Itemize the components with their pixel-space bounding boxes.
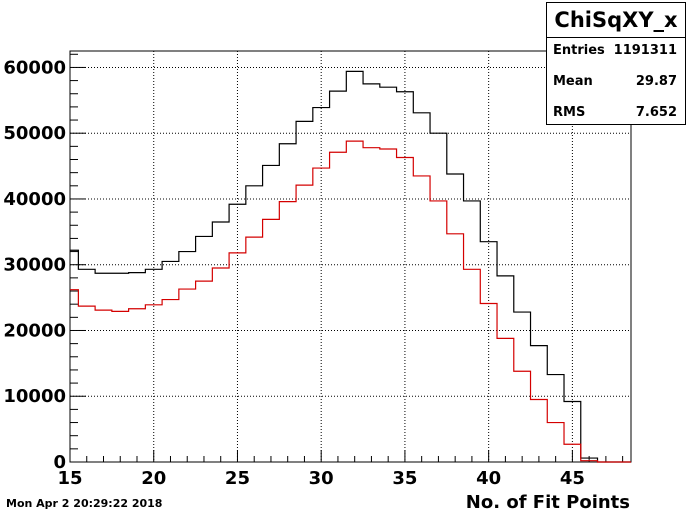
axis-ticks: 15 20 25 30 35 40 45 0 10000 20000 30000 40000 50000…	[3, 53, 624, 489]
x-tick-label: 15	[57, 468, 82, 489]
x-tick-label: 35	[392, 468, 417, 489]
x-tick-label: 30	[309, 468, 334, 489]
y-tick-label: 30000	[3, 255, 66, 276]
y-tick-label: 40000	[3, 189, 66, 210]
stats-mean-label: Mean	[553, 74, 593, 89]
stats-mean-value: 29.87	[635, 74, 677, 89]
stats-entries-label: Entries	[553, 43, 605, 58]
stats-rms-value: 7.652	[635, 105, 677, 120]
histogram-series-1	[70, 70, 631, 463]
x-axis-label: No. of Fit Points	[465, 492, 630, 513]
x-tick-label: 45	[560, 468, 585, 489]
stats-title: ChiSqXY_x	[547, 3, 685, 38]
y-tick-label: 0	[53, 452, 66, 473]
stats-entries-value: 1191311	[613, 43, 677, 58]
x-tick-label: 40	[476, 468, 501, 489]
x-tick-label: 20	[141, 468, 166, 489]
grid-lines	[70, 51, 631, 462]
histogram-series-2	[70, 140, 631, 463]
x-tick-label: 25	[225, 468, 250, 489]
plot-frame	[69, 50, 632, 463]
series-group	[70, 70, 631, 463]
stats-rms-label: RMS	[553, 105, 586, 120]
y-tick-label: 20000	[3, 320, 66, 341]
y-tick-label: 50000	[3, 123, 66, 144]
y-tick-label: 60000	[3, 57, 66, 78]
y-tick-label: 10000	[3, 386, 66, 407]
stats-box: ChiSqXY_x Entries 1191311 Mean 29.87 RMS…	[546, 2, 686, 125]
datestamp: Mon Apr 2 20:29:22 2018	[6, 497, 163, 510]
